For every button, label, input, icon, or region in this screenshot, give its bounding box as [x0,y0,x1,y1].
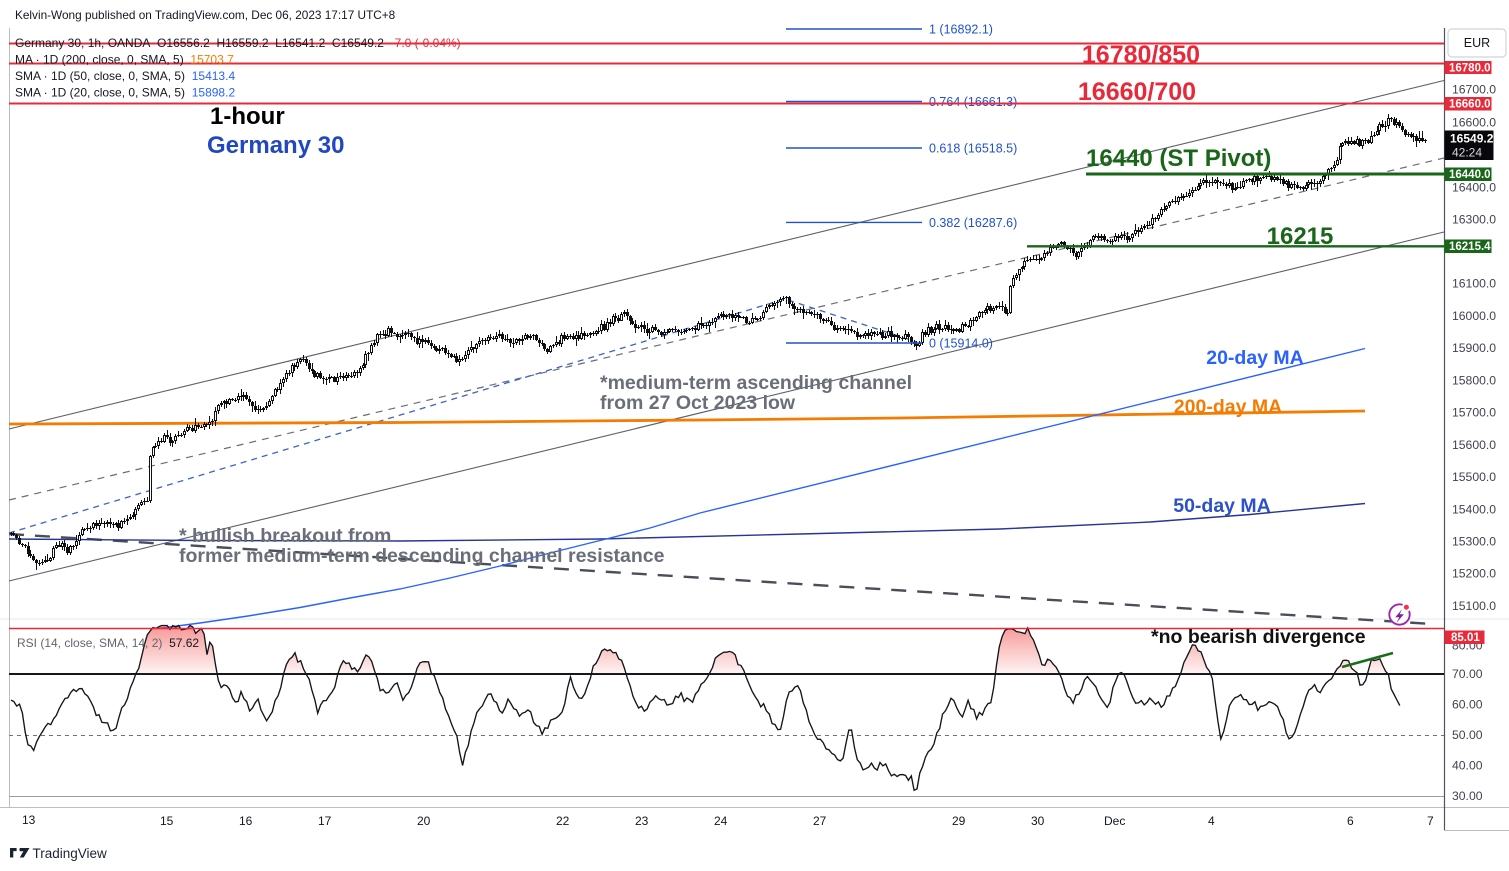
svg-text:40.00: 40.00 [1452,759,1483,773]
svg-text:20-day MA: 20-day MA [1206,347,1304,369]
svg-text:13: 13 [22,813,36,827]
svg-text:16780/850: 16780/850 [1082,41,1200,69]
svg-text:Germany 30: Germany 30 [207,132,344,159]
svg-text:16700.0: 16700.0 [1452,83,1496,97]
svg-text:70.00: 70.00 [1452,667,1483,681]
svg-text:former medium-term descending: former medium-term descending channel re… [179,545,665,567]
svg-text:16000.0: 16000.0 [1452,309,1496,323]
svg-text:50-day MA: 50-day MA [1173,495,1271,517]
svg-text:60.00: 60.00 [1452,698,1483,712]
svg-text:42:24: 42:24 [1452,146,1482,160]
svg-text:*no bearish divergence: *no bearish divergence [1151,626,1366,648]
svg-text:MA · 1D (200, close, 0, SMA, 5: MA · 1D (200, close, 0, SMA, 5) 15703.7 [15,53,234,67]
svg-text:20: 20 [417,814,431,828]
svg-text:Dec: Dec [1104,814,1125,828]
svg-text:0.764 (16661.3): 0.764 (16661.3) [929,95,1017,109]
svg-text:16549.2: 16549.2 [1450,132,1494,146]
svg-text:15600.0: 15600.0 [1452,438,1496,452]
svg-text:0 (15914.0): 0 (15914.0) [929,337,993,351]
svg-text:23: 23 [635,814,649,828]
svg-text:0.618 (16518.5): 0.618 (16518.5) [929,142,1017,156]
svg-text:200-day MA: 200-day MA [1174,396,1282,418]
svg-text:15100.0: 15100.0 [1452,599,1496,613]
svg-text:24: 24 [714,814,728,828]
svg-text:from 27 Oct 2023 low: from 27 Oct 2023 low [600,392,796,414]
svg-text:15: 15 [160,814,174,828]
svg-text:16660.0: 16660.0 [1449,99,1491,111]
svg-text:16300.0: 16300.0 [1452,213,1496,227]
svg-text:0.382 (16287.6): 0.382 (16287.6) [929,216,1017,230]
svg-text:29: 29 [952,814,966,828]
svg-text:RSI (14, close, SMA, 14, 2) 5: RSI (14, close, SMA, 14, 2) 57.62 [17,636,199,650]
svg-text:22: 22 [556,814,570,828]
svg-text:SMA · 1D (50, close, 0, SMA, 5: SMA · 1D (50, close, 0, SMA, 5) 15413.4 [15,69,235,83]
svg-text:16400.0: 16400.0 [1452,181,1496,195]
svg-text:6: 6 [1347,814,1354,828]
svg-text:15300.0: 15300.0 [1452,535,1496,549]
svg-text:4: 4 [1208,814,1215,828]
svg-text:85.01: 85.01 [1451,632,1480,644]
svg-text:16440 (ST Pivot): 16440 (ST Pivot) [1086,145,1271,172]
svg-text:16660/700: 16660/700 [1078,78,1196,106]
svg-text:1-hour: 1-hour [210,103,285,130]
svg-text:16215.4: 16215.4 [1449,241,1491,253]
svg-text:EUR: EUR [1464,36,1490,50]
svg-text:15900.0: 15900.0 [1452,341,1496,355]
svg-text:Kelvin-Wong published on Tradi: Kelvin-Wong published on TradingView.com… [15,8,396,22]
svg-text:16100.0: 16100.0 [1452,277,1496,291]
svg-text:15200.0: 15200.0 [1452,567,1496,581]
svg-text:27: 27 [813,814,827,828]
svg-text:15700.0: 15700.0 [1452,406,1496,420]
svg-text:16440.0: 16440.0 [1449,169,1491,181]
svg-text:30.00: 30.00 [1452,789,1483,803]
svg-text:50.00: 50.00 [1452,728,1483,742]
svg-text:16780.0: 16780.0 [1449,63,1491,75]
svg-text:TradingView: TradingView [33,846,108,861]
svg-text:15500.0: 15500.0 [1452,470,1496,484]
svg-text:7: 7 [1427,814,1434,828]
svg-text:* bullish breakout from: * bullish breakout from [179,525,391,547]
svg-text:*medium-term ascending channel: *medium-term ascending channel [600,372,912,394]
svg-text:15400.0: 15400.0 [1452,503,1496,517]
svg-text:1 (16892.1): 1 (16892.1) [929,23,993,37]
svg-text:30: 30 [1031,814,1045,828]
svg-text:Germany 30, 1h, OANDA O16556.: Germany 30, 1h, OANDA O16556.2 H16559.2 … [15,36,461,50]
svg-text:16: 16 [239,814,253,828]
svg-text:17: 17 [318,814,332,828]
svg-text:16600.0: 16600.0 [1452,116,1496,130]
svg-text:16215: 16215 [1267,223,1334,250]
svg-text:15800.0: 15800.0 [1452,374,1496,388]
svg-text:SMA · 1D (20, close, 0, SMA, 5: SMA · 1D (20, close, 0, SMA, 5) 15898.2 [15,86,235,100]
